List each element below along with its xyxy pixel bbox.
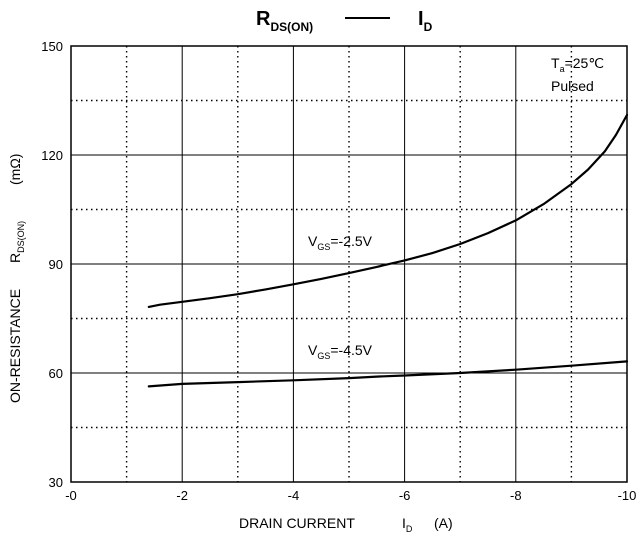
title-rds-main: R [256,8,271,30]
series-line-vgs-4-5v [147,360,629,388]
y-tick-label: 120 [41,148,63,163]
series-label-vgs-4-5: VGS=-4.5V [308,342,373,361]
plot-frame [70,45,628,483]
chart-title: RDS(ON) [256,8,313,34]
x-tick-label: -4 [288,488,300,503]
x-tick-label: -6 [399,488,411,503]
vgs45-main: V [308,342,318,358]
x-tick-label: -0 [65,488,77,503]
xlabel-unit: (A) [434,515,453,531]
condition-ta: Ta=25℃ [551,55,604,74]
vgs25-main: V [308,233,318,249]
y-tick-label: 90 [49,257,63,272]
plot-area: -0 -2 -4 -6 -8 -10 30 60 90 120 150 [41,39,636,503]
ta-sub: a [560,64,565,74]
ylabel-unit: (mΩ) [7,154,23,185]
title-rds-sub: DS(ON) [270,20,313,34]
vgs25-sub: GS [317,242,330,252]
title-id-main: I [418,8,424,30]
chart-title-right: ID [418,8,433,34]
ylabel-symbol-sub: DS(ON) [16,221,26,253]
x-axis-label: DRAIN CURRENT ID (A) [239,515,453,535]
title-id-sub: D [424,20,433,34]
series-label-vgs-2-5: VGS=-2.5V [308,233,373,252]
x-tick-label: -10 [618,488,637,503]
series-line-vgs-2-5v [147,113,629,308]
vgs45-value: =-4.5V [330,342,372,358]
ylabel-main: ON-RESISTANCE [7,289,23,403]
y-tick-label: 150 [41,39,63,54]
xlabel-symbol: I [402,515,406,531]
xlabel-symbol-sub: D [406,524,413,534]
ylabel-symbol: R [7,253,23,263]
vgs45-sub: GS [317,351,330,361]
condition-pulsed: Pulsed [551,78,594,94]
y-tick-label: 30 [49,475,63,490]
vgs25-value: =-2.5V [330,233,372,249]
x-tick-label: -2 [176,488,188,503]
ta-main: T [551,55,560,71]
x-tick-label: -8 [510,488,522,503]
xlabel-main: DRAIN CURRENT [239,515,355,531]
ta-value: =25℃ [565,55,604,71]
y-tick-label: 60 [49,366,63,381]
y-axis-label: ON-RESISTANCE RDS(ON) (mΩ) [7,154,27,403]
